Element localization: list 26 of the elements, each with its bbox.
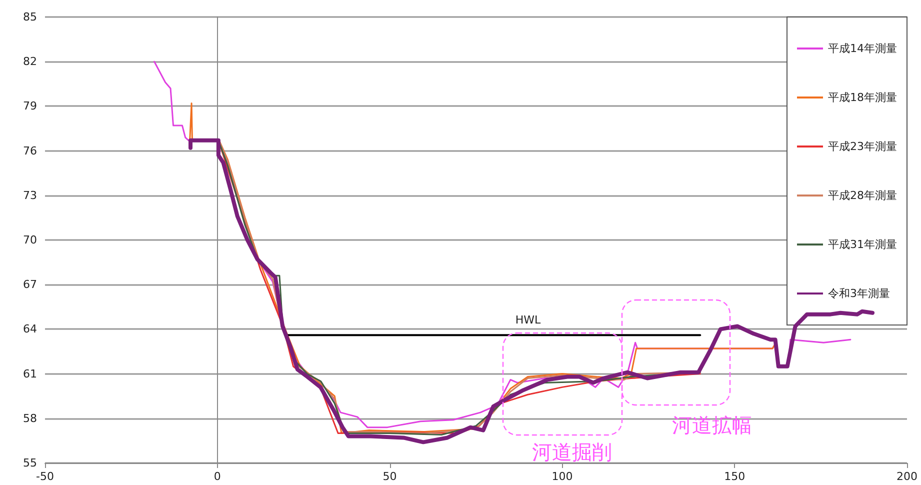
x-tick-label: 50 xyxy=(382,470,397,483)
y-tick-label: 58 xyxy=(23,412,37,425)
annotation: 河道掘削 xyxy=(532,440,612,464)
y-tick-label: 61 xyxy=(23,367,37,380)
y-tick-label: 76 xyxy=(23,144,37,158)
y-tick-label: 85 xyxy=(23,10,37,24)
legend-label: 平成23年測量 xyxy=(828,140,898,153)
y-tick-label: 79 xyxy=(23,100,37,113)
legend-label: 平成31年測量 xyxy=(828,238,898,251)
y-tick-label: 67 xyxy=(23,278,37,292)
x-tick-label: 0 xyxy=(214,470,221,483)
x-tick-label: -50 xyxy=(36,470,54,483)
annotation: HWL xyxy=(515,314,542,326)
x-tick-label: 200 xyxy=(896,470,918,483)
y-tick-label: 64 xyxy=(23,322,37,336)
x-tick-label: 150 xyxy=(724,470,746,483)
y-tick-label: 73 xyxy=(23,188,37,202)
legend-label: 令和3年測量 xyxy=(828,287,890,300)
y-tick-label: 70 xyxy=(23,234,37,246)
y-tick-label: 82 xyxy=(23,55,37,68)
y-tick-label: 55 xyxy=(23,456,37,470)
annotation: 河道拡幅 xyxy=(672,413,752,437)
legend-label: 平成18年測量 xyxy=(828,91,898,104)
legend-label: 平成28年測量 xyxy=(828,189,898,202)
x-tick-label: 100 xyxy=(552,470,573,483)
legend-label: 平成14年測量 xyxy=(828,42,898,55)
